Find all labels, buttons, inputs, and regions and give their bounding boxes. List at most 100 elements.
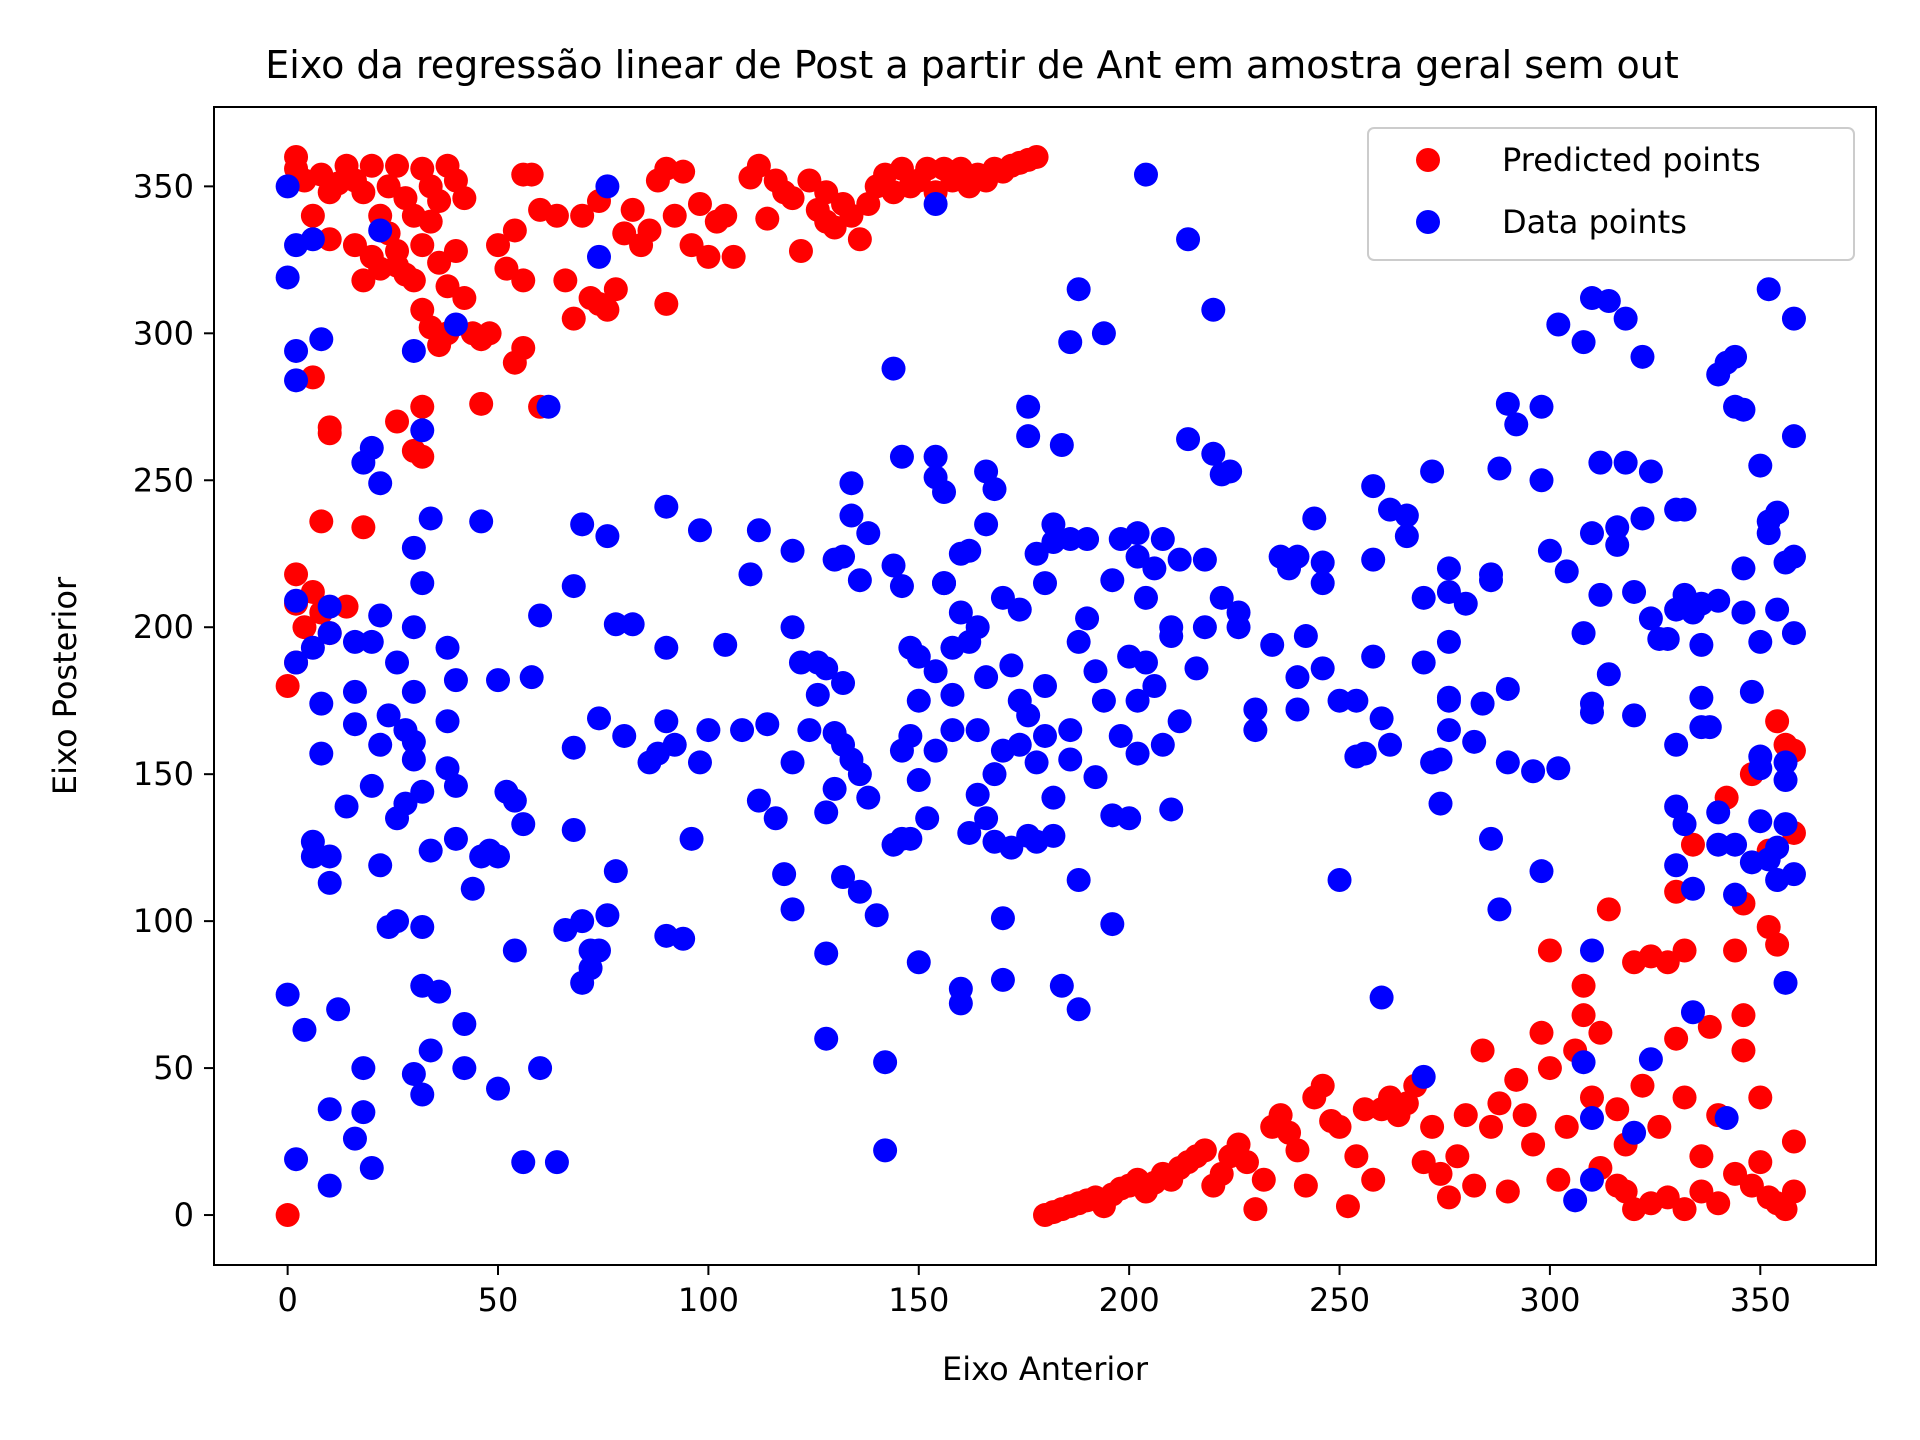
legend-marker-predicted [1416, 148, 1440, 172]
data-point [1638, 459, 1663, 484]
predicted-point [452, 186, 477, 211]
data-point [671, 926, 696, 951]
predicted-point [1554, 1114, 1579, 1139]
predicted-point [469, 391, 494, 416]
data-point [284, 1147, 309, 1172]
data-point [1218, 459, 1243, 484]
predicted-point [1512, 1103, 1537, 1128]
data-point [932, 571, 957, 596]
data-point [418, 838, 443, 863]
data-point [275, 265, 300, 290]
data-point [1125, 521, 1150, 546]
predicted-point [443, 239, 468, 264]
data-point [1504, 412, 1529, 437]
legend-label-predicted: Predicted points [1502, 141, 1761, 179]
data-point [1033, 723, 1057, 748]
data-point [1680, 876, 1705, 901]
predicted-point [1234, 1150, 1259, 1175]
data-point [443, 773, 468, 798]
data-point [1327, 688, 1352, 713]
predicted-point [679, 233, 704, 258]
data-point [1033, 674, 1057, 698]
data-point [1108, 723, 1133, 748]
data-point [1765, 835, 1790, 860]
data-point [1142, 674, 1167, 698]
predicted-point [814, 180, 839, 205]
data-point [738, 562, 763, 587]
plot-area: 0 50 100 150 200 250 300 350 0 50 100 150 200 250 300… [133, 106, 1877, 1319]
data-point [1184, 656, 1209, 681]
data-point [906, 644, 931, 669]
data-point [1033, 571, 1057, 596]
data-point [561, 574, 586, 599]
data-point [1007, 597, 1032, 622]
data-point [1243, 697, 1268, 722]
data-point [1706, 800, 1731, 825]
data-point [1293, 624, 1318, 649]
data-point [1041, 823, 1066, 848]
predicted-point [1630, 1073, 1655, 1098]
data-point [460, 876, 485, 901]
data-point [368, 732, 393, 757]
data-point [418, 506, 443, 531]
predicted-point [847, 227, 872, 252]
data-point [1394, 524, 1419, 549]
x-tick-label: 200 [1099, 1281, 1160, 1319]
data-point [654, 709, 679, 734]
predicted-point [1462, 1173, 1487, 1198]
data-point [1075, 606, 1100, 631]
data-point [1091, 688, 1116, 713]
data-point [1462, 729, 1487, 754]
data-point [982, 477, 1007, 502]
predicted-point [637, 218, 662, 243]
predicted-point [1521, 1132, 1546, 1157]
predicted-point [1335, 1194, 1360, 1219]
data-point [1529, 859, 1554, 884]
data-point [1007, 732, 1032, 757]
predicted-point [1487, 1091, 1512, 1116]
data-point [847, 879, 872, 904]
data-point [1579, 700, 1604, 725]
data-point [1024, 541, 1049, 566]
data-point [839, 471, 864, 496]
data-point [974, 665, 999, 690]
data-point [595, 903, 620, 928]
data-point [1596, 288, 1621, 313]
data-point [595, 524, 620, 549]
data-point [957, 629, 982, 654]
predicted-point [1571, 973, 1596, 998]
predicted-point [1361, 1167, 1386, 1192]
data-point [368, 471, 393, 496]
data-point [1066, 277, 1091, 302]
data-point [300, 844, 325, 869]
predicted-point [1655, 950, 1680, 975]
data-point [1655, 626, 1680, 651]
data-point [1125, 544, 1150, 569]
data-point [1159, 615, 1184, 640]
data-point [873, 1050, 898, 1075]
data-point [1058, 718, 1083, 743]
predicted-point [1411, 1150, 1436, 1175]
data-point [1546, 312, 1571, 337]
data-point [401, 1061, 426, 1086]
predicted-point [1537, 938, 1562, 963]
legend-label-data: Data points [1502, 203, 1687, 241]
predicted-point [359, 153, 384, 178]
data-point [1689, 632, 1714, 657]
data-point [1781, 544, 1806, 569]
data-point [1125, 741, 1150, 766]
predicted-point [1445, 1144, 1470, 1169]
data-point [1529, 468, 1554, 493]
data-point [1058, 330, 1083, 355]
data-point [300, 227, 325, 252]
data-point [1369, 985, 1394, 1010]
data-point [1579, 1106, 1604, 1131]
y-tick-label: 250 [133, 461, 194, 499]
data-point [1470, 691, 1495, 716]
data-point [1302, 506, 1327, 531]
data-point [1411, 585, 1436, 610]
data-point [1748, 809, 1773, 834]
predicted-point [788, 239, 813, 264]
data-point [1579, 521, 1604, 546]
